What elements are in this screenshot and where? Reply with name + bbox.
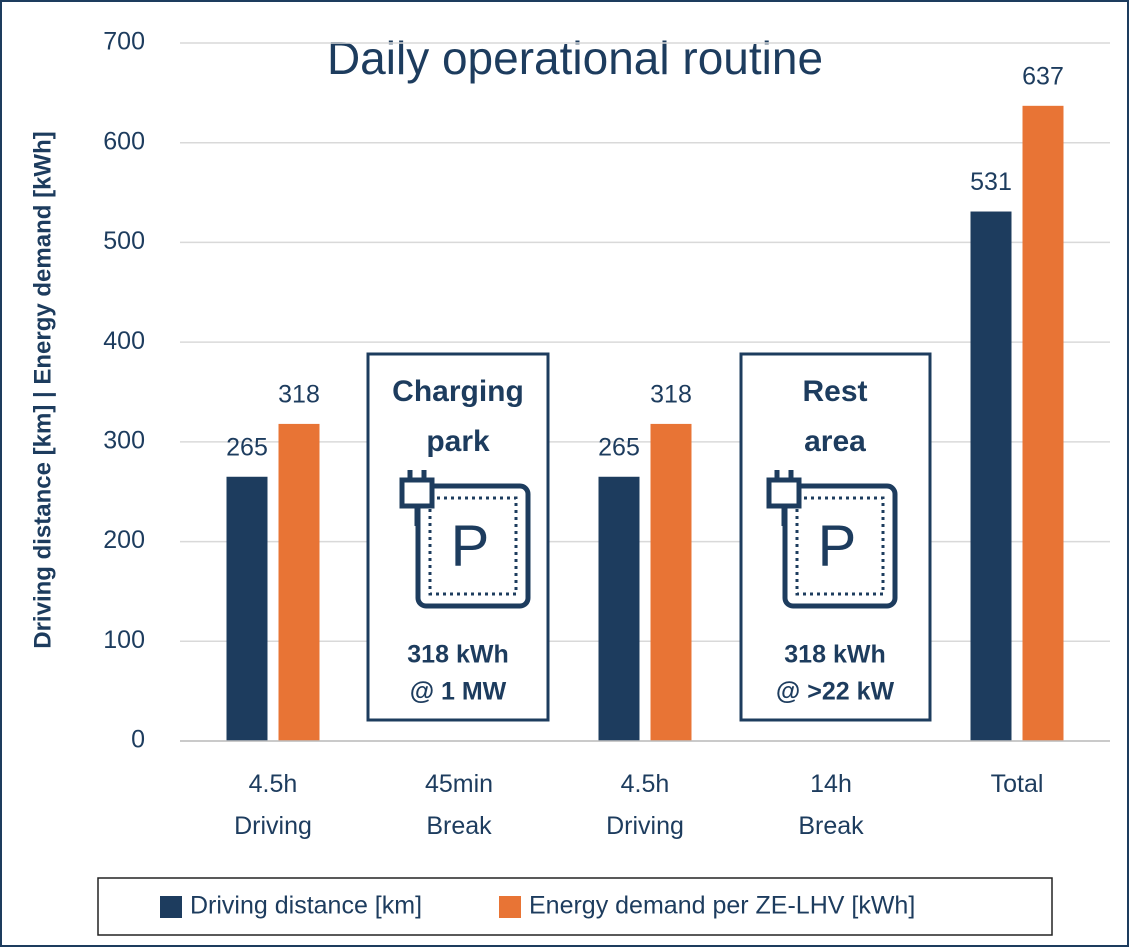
annotation-detail: @ 1 MW xyxy=(410,678,507,706)
annotation-heading: park xyxy=(426,425,490,458)
x-tick-label: Total xyxy=(991,770,1044,798)
x-tick-label: 45min Break xyxy=(425,770,493,840)
bar xyxy=(278,423,320,741)
annotation-box: Charging park P 318 kWh @ 1 MW xyxy=(366,352,550,722)
data-label: 318 xyxy=(278,381,320,409)
annotation-detail: 318 kWh xyxy=(784,641,885,669)
data-label: 265 xyxy=(598,433,640,461)
legend xyxy=(97,877,1053,936)
data-label: 637 xyxy=(1022,62,1064,90)
y-tick-label: 600 xyxy=(103,127,145,155)
legend-label: Driving distance [km] xyxy=(190,892,422,920)
svg-text:P: P xyxy=(818,513,857,578)
legend-swatch xyxy=(160,896,182,918)
bar xyxy=(650,423,692,741)
svg-text:P: P xyxy=(451,513,490,578)
y-tick-label: 300 xyxy=(103,426,145,454)
annotation-box: Rest area P 318 kWh @ >22 kW xyxy=(739,352,932,722)
y-tick-label: 500 xyxy=(103,227,145,255)
y-axis-label: Driving distance [km] | Energy demand [k… xyxy=(29,131,56,648)
chart-title: Daily operational routine xyxy=(327,32,823,84)
bar xyxy=(598,476,640,741)
parking-icon: P xyxy=(766,470,898,609)
data-label: 531 xyxy=(970,168,1012,196)
annotation-frame xyxy=(366,352,550,722)
annotation-detail: @ >22 kW xyxy=(776,678,895,706)
bar xyxy=(1022,105,1064,741)
annotation-frame xyxy=(739,352,932,722)
y-tick-label: 100 xyxy=(103,626,145,654)
data-label: 318 xyxy=(650,381,692,409)
parking-icon: P xyxy=(399,470,531,609)
legend-swatch xyxy=(499,896,521,918)
data-label: 265 xyxy=(226,433,268,461)
y-tick-label: 700 xyxy=(103,28,145,56)
annotation-heading: area xyxy=(804,425,866,458)
annotation-heading: Rest xyxy=(802,375,867,408)
x-tick-label: 4.5h Driving xyxy=(606,770,684,840)
x-tick-label: 4.5h Driving xyxy=(234,770,312,840)
y-tick-label: 200 xyxy=(103,526,145,554)
x-tick-label: 14h Break xyxy=(798,770,864,840)
y-tick-label: 400 xyxy=(103,327,145,355)
annotation-heading: Charging xyxy=(392,375,524,408)
bar xyxy=(226,476,268,741)
bar xyxy=(970,211,1012,741)
legend-label: Energy demand per ZE-LHV [kWh] xyxy=(529,892,915,920)
y-tick-label: 0 xyxy=(131,726,145,754)
annotation-detail: 318 kWh xyxy=(407,641,508,669)
